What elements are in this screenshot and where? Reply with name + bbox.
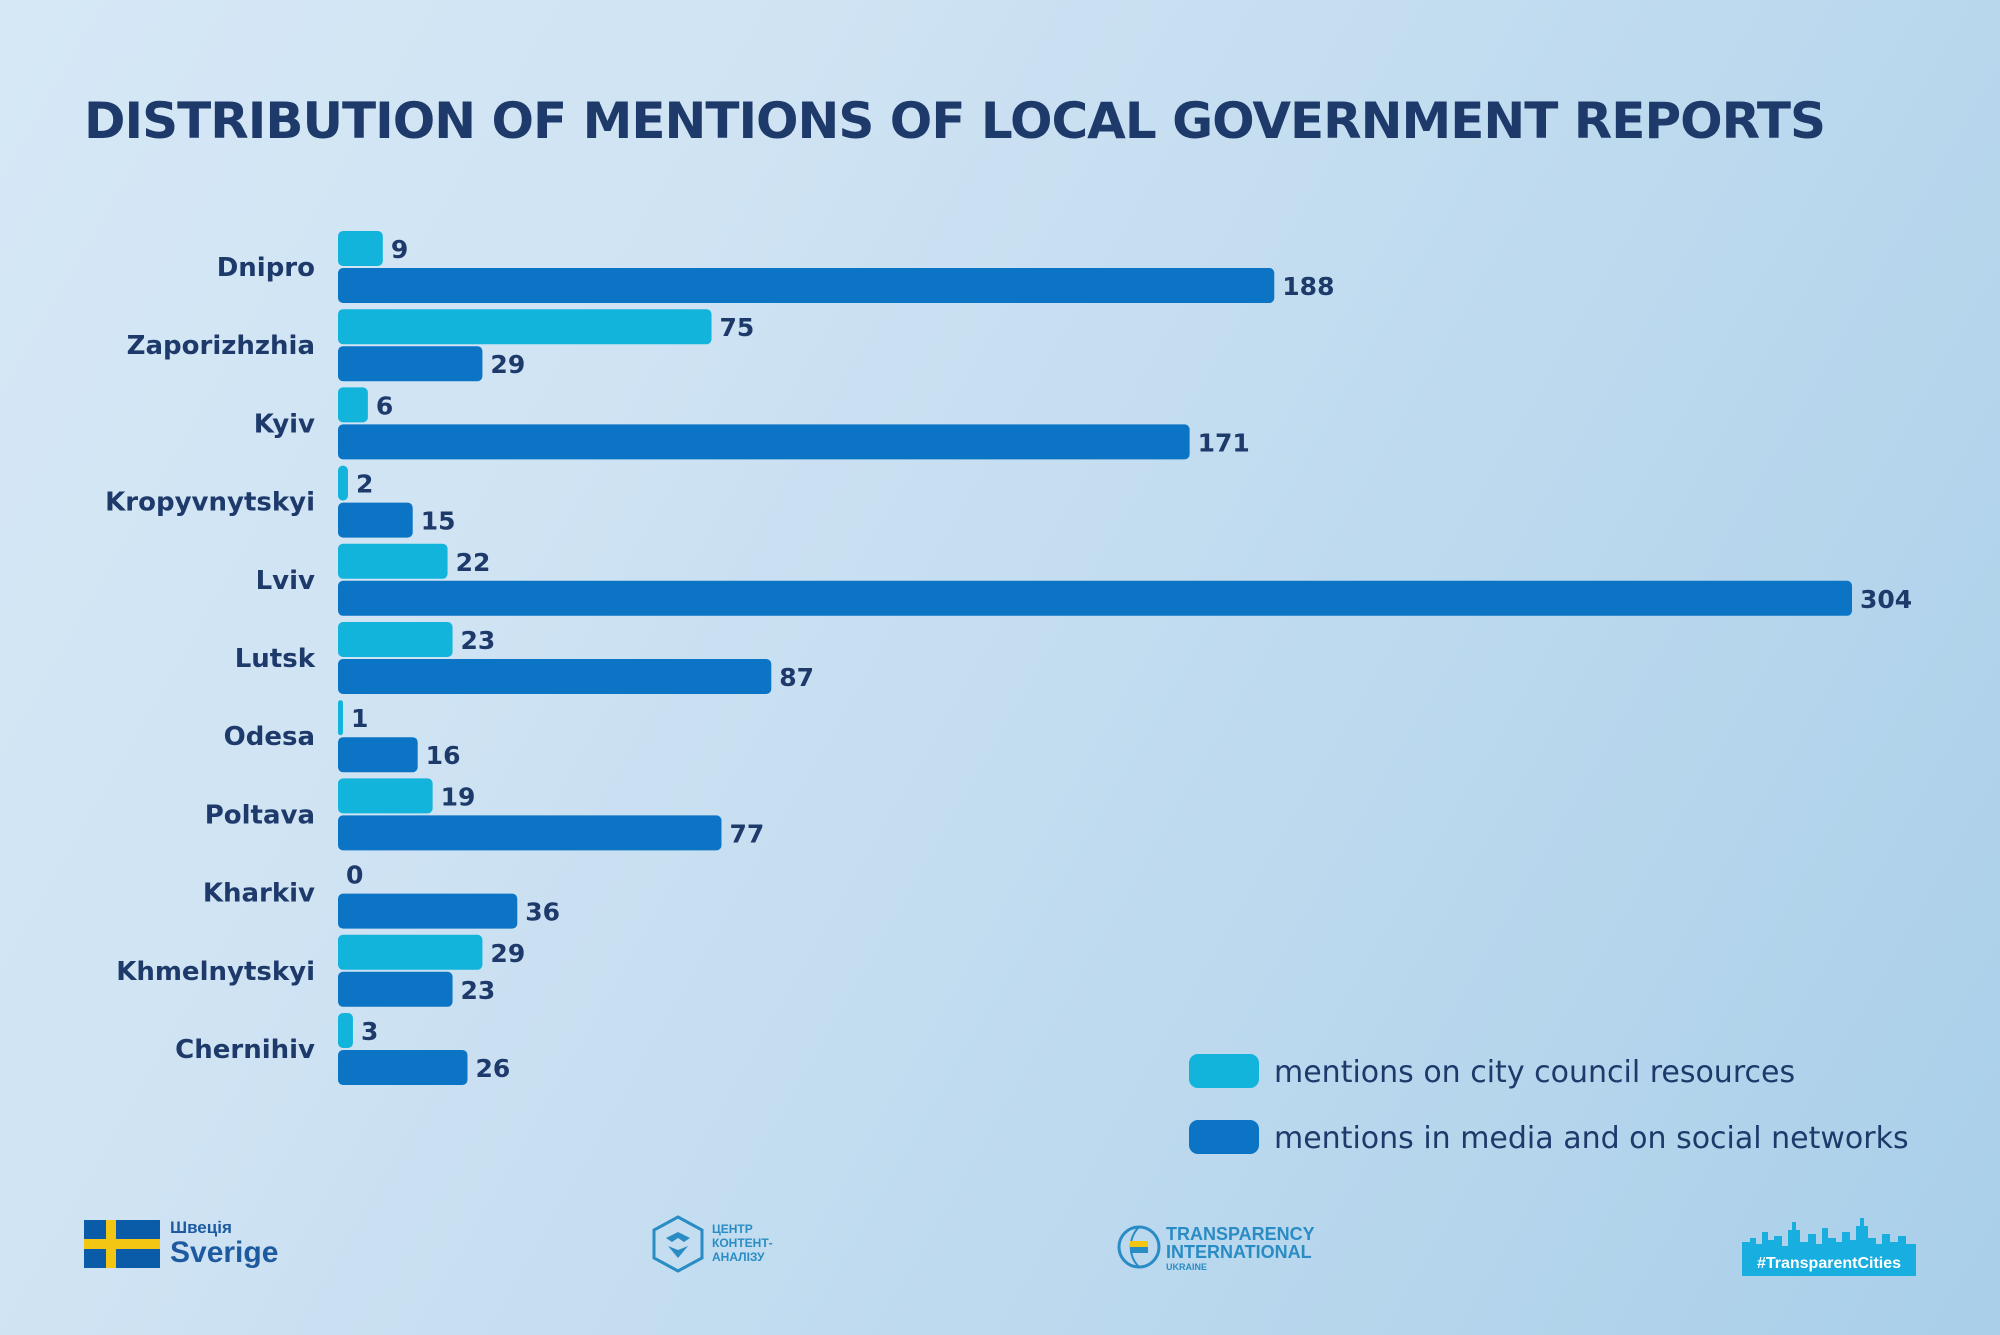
bar-media-kropyvnytskyi — [338, 502, 413, 538]
bar-city-council-poltava — [338, 778, 433, 814]
ti-logo-line1: TRANSPARENCY — [1166, 1224, 1315, 1244]
bar-media-lviv — [338, 580, 1852, 616]
value-label-city-council-lviv: 22 — [456, 548, 491, 577]
content-analysis-center-text: ЦЕНТР КОНТЕНТ- АНАЛІЗУ — [712, 1222, 773, 1264]
value-label-media-lviv: 304 — [1860, 585, 1912, 614]
swedish-flag-icon — [84, 1220, 160, 1268]
category-label-chernihiv: Chernihiv — [175, 1035, 315, 1065]
bar-city-council-khmelnytskyi — [338, 934, 483, 970]
value-label-media-lutsk: 87 — [779, 663, 814, 692]
bars-layer: Dnipro 9 188 Zaporizhzhia 75 29 Kyiv 6 171 Kropyv… — [105, 231, 1912, 1085]
legend-swatch-media — [1189, 1120, 1259, 1154]
bar-city-council-zaporizhzhia — [338, 309, 712, 345]
legend-label-media: mentions in media and on social networks — [1274, 1121, 1909, 1156]
city-skyline-icon — [1742, 1218, 1916, 1254]
value-label-media-odesa: 16 — [426, 741, 461, 770]
bar-city-council-odesa — [338, 700, 343, 736]
transparent-cities-logo: #TransparentCities — [1742, 1218, 1916, 1276]
bar-media-poltava — [338, 815, 722, 851]
value-label-media-dnipro: 188 — [1282, 272, 1334, 301]
bar-media-odesa — [338, 737, 418, 773]
category-label-kharkiv: Kharkiv — [203, 879, 315, 909]
category-label-khmelnytskyi: Khmelnytskyi — [116, 957, 315, 987]
bar-media-dnipro — [338, 268, 1275, 303]
value-label-city-council-khmelnytskyi: 29 — [490, 939, 525, 968]
bar-media-kharkiv — [338, 893, 518, 929]
value-label-city-council-zaporizhzhia: 75 — [720, 313, 755, 342]
sverige-logo-small-text: Швеція — [170, 1218, 232, 1237]
chart-title: DISTRIBUTION OF MENTIONS OF LOCAL GOVERN… — [84, 92, 1826, 150]
bar-media-khmelnytskyi — [338, 971, 453, 1007]
bar-city-council-lviv — [338, 543, 448, 579]
category-label-kyiv: Kyiv — [254, 409, 315, 439]
ti-logo-line3: UKRAINE — [1166, 1262, 1208, 1272]
value-label-city-council-kharkiv: 0 — [346, 861, 363, 890]
bar-city-council-lutsk — [338, 622, 453, 657]
category-label-kropyvnytskyi: Kropyvnytskyi — [105, 488, 315, 518]
category-label-dnipro: Dnipro — [217, 253, 315, 283]
bar-media-lutsk — [338, 659, 772, 694]
value-label-city-council-kyiv: 6 — [376, 391, 393, 420]
value-label-media-kyiv: 171 — [1198, 428, 1250, 457]
bar-city-council-kyiv — [338, 387, 368, 423]
value-label-media-zaporizhzhia: 29 — [490, 350, 525, 379]
value-label-city-council-chernihiv: 3 — [361, 1017, 378, 1046]
transparency-international-logo: TRANSPARENCY INTERNATIONAL UKRAINE — [1116, 1222, 1336, 1274]
legend-label-city-council: mentions on city council resources — [1274, 1055, 1795, 1090]
value-label-media-kharkiv: 36 — [525, 898, 560, 927]
category-label-lutsk: Lutsk — [235, 644, 316, 674]
transparent-cities-hashtag: #TransparentCities — [1742, 1252, 1916, 1276]
content-analysis-center-logo: ЦЕНТР КОНТЕНТ- АНАЛІЗУ — [650, 1214, 800, 1278]
content-analysis-center-emblem-icon — [652, 1215, 704, 1273]
value-label-city-council-odesa: 1 — [351, 704, 368, 733]
bar-media-chernihiv — [338, 1050, 468, 1085]
legend-swatch-city-council — [1189, 1054, 1259, 1088]
bar-media-zaporizhzhia — [338, 346, 483, 382]
ti-logo-line2: INTERNATIONAL — [1166, 1242, 1312, 1262]
bar-media-kyiv — [338, 424, 1190, 460]
value-label-media-poltava: 77 — [729, 819, 764, 848]
value-label-city-council-dnipro: 9 — [391, 235, 408, 264]
value-label-city-council-lutsk: 23 — [461, 626, 496, 655]
value-label-media-kropyvnytskyi: 15 — [421, 507, 456, 536]
chart-legend: mentions on city council resources menti… — [1189, 1054, 1909, 1156]
value-label-media-chernihiv: 26 — [475, 1054, 510, 1083]
category-label-lviv: Lviv — [256, 566, 315, 596]
value-label-city-council-kropyvnytskyi: 2 — [356, 470, 373, 499]
category-label-zaporizhzhia: Zaporizhzhia — [127, 331, 315, 361]
bar-city-council-kropyvnytskyi — [338, 465, 348, 501]
value-label-media-khmelnytskyi: 23 — [461, 976, 496, 1005]
category-label-odesa: Odesa — [224, 722, 315, 752]
bar-city-council-dnipro — [338, 231, 383, 266]
bar-city-council-chernihiv — [338, 1013, 353, 1048]
category-label-poltava: Poltava — [205, 800, 315, 830]
transparency-international-globe-icon — [1117, 1225, 1161, 1269]
sverige-logo-text: Sverige — [170, 1236, 279, 1269]
value-label-city-council-poltava: 19 — [441, 782, 476, 811]
